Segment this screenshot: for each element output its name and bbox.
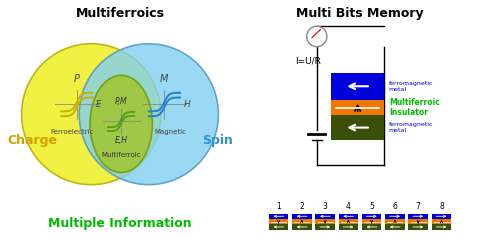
Text: E,H: E,H bbox=[115, 136, 128, 145]
Text: I=U/R: I=U/R bbox=[295, 56, 321, 65]
Ellipse shape bbox=[90, 75, 152, 173]
Text: 2: 2 bbox=[300, 202, 304, 211]
Bar bbox=[385, 224, 405, 230]
Text: Multiferroics: Multiferroics bbox=[75, 7, 165, 20]
Bar bbox=[292, 224, 312, 230]
Bar bbox=[331, 115, 384, 140]
Bar bbox=[331, 100, 384, 115]
Text: P,M: P,M bbox=[115, 97, 128, 106]
Bar bbox=[362, 214, 382, 219]
Bar bbox=[408, 214, 428, 219]
Bar bbox=[385, 219, 405, 224]
Text: Spin: Spin bbox=[202, 134, 233, 148]
Text: P: P bbox=[74, 74, 80, 84]
Bar bbox=[331, 73, 384, 100]
Text: M: M bbox=[160, 74, 168, 84]
Text: Multiferroic: Multiferroic bbox=[101, 152, 141, 158]
Circle shape bbox=[307, 26, 327, 47]
Bar bbox=[315, 219, 335, 224]
Text: ferromagnetic
metal: ferromagnetic metal bbox=[389, 81, 433, 92]
Ellipse shape bbox=[22, 44, 161, 185]
Bar bbox=[432, 224, 451, 230]
Text: Ferroelectric: Ferroelectric bbox=[50, 129, 94, 135]
Bar bbox=[292, 214, 312, 219]
Text: 3: 3 bbox=[323, 202, 327, 211]
Bar bbox=[269, 214, 288, 219]
Text: Charge: Charge bbox=[7, 134, 57, 148]
Text: 6: 6 bbox=[393, 202, 397, 211]
Ellipse shape bbox=[79, 44, 218, 185]
Text: 4: 4 bbox=[346, 202, 351, 211]
Text: Multiple Information: Multiple Information bbox=[48, 217, 192, 230]
Bar bbox=[338, 224, 358, 230]
Bar bbox=[432, 219, 451, 224]
Bar bbox=[385, 214, 405, 219]
Bar bbox=[432, 214, 451, 219]
Text: ferromagnetic
metal: ferromagnetic metal bbox=[389, 122, 433, 133]
Text: Multi Bits Memory: Multi Bits Memory bbox=[296, 7, 424, 20]
Bar bbox=[338, 219, 358, 224]
Bar bbox=[338, 214, 358, 219]
Bar bbox=[408, 224, 428, 230]
Text: 8: 8 bbox=[439, 202, 444, 211]
Bar bbox=[269, 219, 288, 224]
Bar bbox=[408, 219, 428, 224]
Bar bbox=[315, 214, 335, 219]
Text: Magnetic: Magnetic bbox=[155, 129, 186, 135]
Bar bbox=[362, 219, 382, 224]
Bar bbox=[269, 224, 288, 230]
Bar bbox=[292, 219, 312, 224]
Text: Multiferroic
Insulator: Multiferroic Insulator bbox=[389, 98, 440, 117]
Text: 1: 1 bbox=[276, 202, 281, 211]
Text: E: E bbox=[96, 100, 102, 109]
Bar bbox=[315, 224, 335, 230]
Bar bbox=[362, 224, 382, 230]
Text: 5: 5 bbox=[369, 202, 374, 211]
Text: 7: 7 bbox=[416, 202, 420, 211]
Text: H: H bbox=[184, 100, 191, 109]
